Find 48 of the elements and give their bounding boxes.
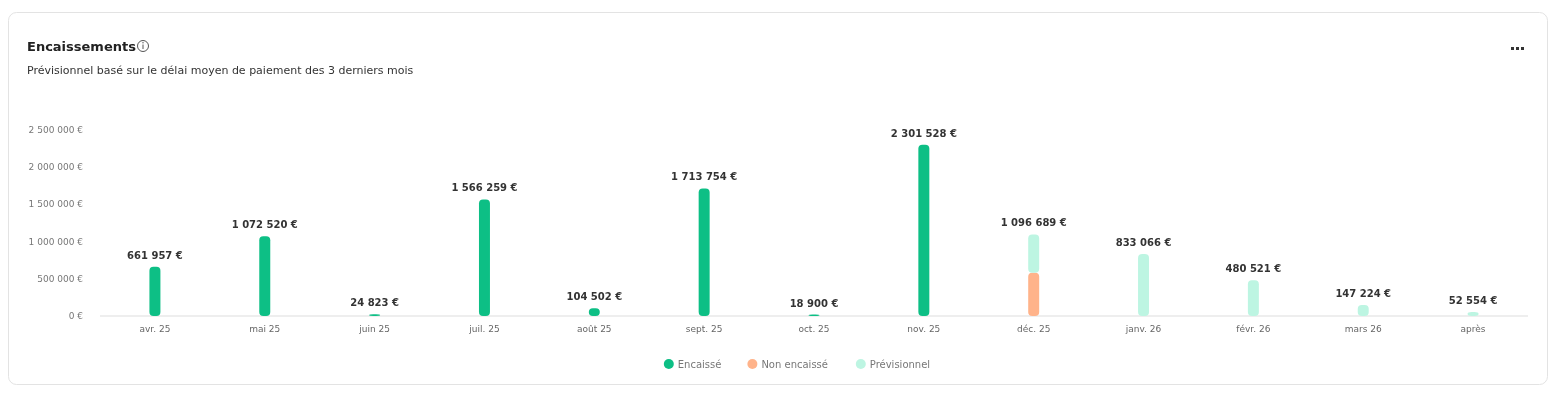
total-label: 24 823 € xyxy=(350,297,400,309)
bar xyxy=(1247,280,1259,316)
x-tick-label: janv. 26 xyxy=(1124,324,1162,334)
legend-label: Non encaissé xyxy=(761,358,828,370)
total-label: 1 072 520 € xyxy=(231,219,298,231)
y-tick-label: 0 € xyxy=(68,311,84,321)
chart-subtitle: Prévisionnel basé sur le délai moyen de paiement des 3 derniers mois xyxy=(27,64,414,77)
total-label: 1 713 754 € xyxy=(671,171,738,183)
x-tick-label: juin 25 xyxy=(358,324,390,334)
bar xyxy=(478,199,490,316)
x-tick-label: oct. 25 xyxy=(798,324,830,334)
y-tick-label: 2 000 000 € xyxy=(28,162,84,173)
total-label: 833 066 € xyxy=(1115,237,1172,249)
x-tick-label: nov. 25 xyxy=(907,324,941,334)
x-tick-label: juil. 25 xyxy=(468,324,500,334)
bar xyxy=(698,188,710,316)
bar xyxy=(1028,272,1040,316)
legend-label: Prévisionnel xyxy=(869,358,931,370)
total-label: 661 957 € xyxy=(127,249,183,261)
x-tick-label: avr. 25 xyxy=(139,324,171,334)
x-tick-label: mai 25 xyxy=(249,324,281,334)
x-tick-label: août 25 xyxy=(577,324,612,334)
total-label: 480 521 € xyxy=(1225,263,1282,275)
bar xyxy=(918,144,930,316)
y-tick-label: 1 500 000 € xyxy=(28,199,84,210)
total-label: 104 502 € xyxy=(566,291,623,303)
y-tick-label: 500 000 € xyxy=(37,273,84,284)
total-label: 52 554 € xyxy=(1448,295,1498,307)
x-tick-label: févr. 26 xyxy=(1236,324,1271,334)
bar xyxy=(1357,305,1369,316)
total-label: 18 900 € xyxy=(789,297,839,309)
legend-label: Encaissé xyxy=(677,358,722,370)
x-tick-label: sept. 25 xyxy=(685,324,723,334)
x-tick-label: après xyxy=(1460,324,1486,334)
bar xyxy=(259,236,271,316)
chart-title: Encaissements xyxy=(27,39,137,54)
bar xyxy=(1028,234,1040,273)
total-label: 1 096 689 € xyxy=(1000,217,1067,229)
total-label: 1 566 259 € xyxy=(451,182,518,194)
total-label: 147 224 € xyxy=(1335,288,1392,300)
bar xyxy=(1138,254,1150,316)
bar xyxy=(588,308,600,316)
bar xyxy=(149,266,161,316)
total-label: 2 301 528 € xyxy=(890,127,957,139)
x-tick-label: déc. 25 xyxy=(1017,324,1051,334)
y-tick-label: 2 500 000 € xyxy=(28,125,84,135)
y-tick-label: 1 000 000 € xyxy=(28,236,84,247)
x-tick-label: mars 26 xyxy=(1344,324,1382,334)
